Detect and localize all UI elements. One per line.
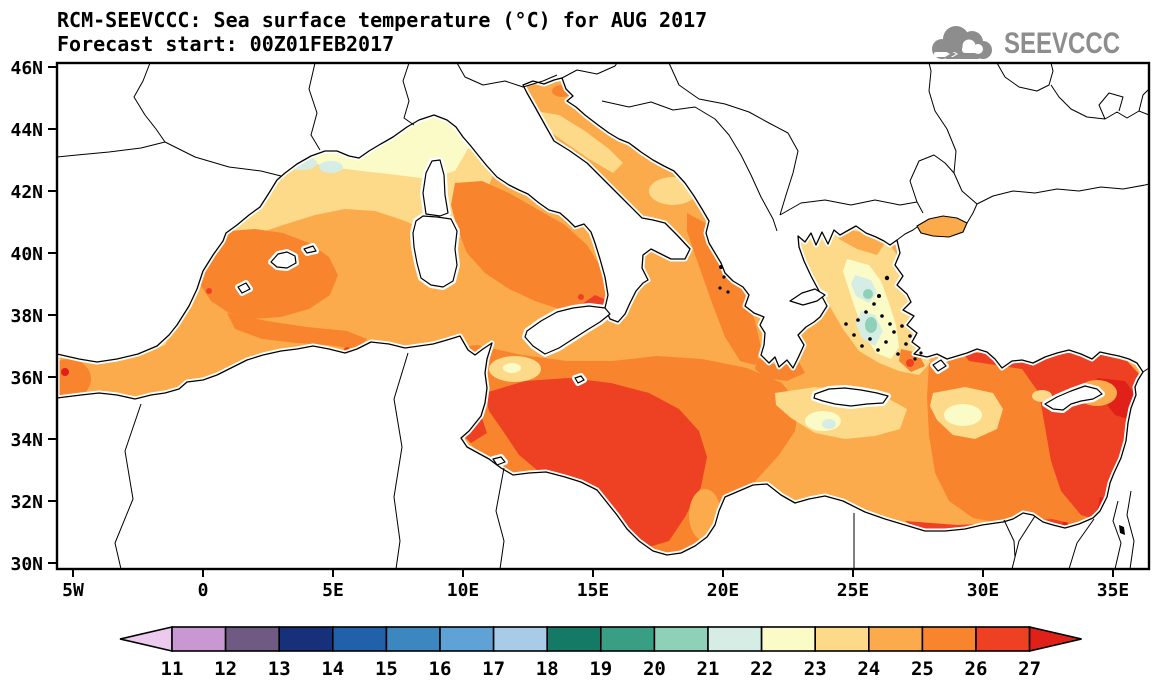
colorbar-segment <box>922 627 976 651</box>
x-tick-label: 5E <box>322 580 344 601</box>
colorbar-segment <box>976 627 1030 651</box>
colorbar-segment <box>440 627 494 651</box>
sst-speck-tyrrhenian-red <box>578 294 584 300</box>
colorbar-segment <box>333 627 387 651</box>
colorbar-segment <box>654 627 708 651</box>
y-tick-label: 36N <box>10 368 43 389</box>
colorbar-label: 19 <box>589 658 612 680</box>
x-tick-label: 30E <box>967 580 1000 601</box>
colorbar-segment <box>815 627 869 651</box>
sst-speck-south-crete-teal <box>822 419 836 429</box>
x-tick-label: 25E <box>837 580 870 601</box>
y-axis: 46N 44N 42N 40N 38N 36N 34N 32N 30N <box>10 58 57 575</box>
figure-canvas: RCM-SEEVCCC: Sea surface temperature (°C… <box>0 0 1165 682</box>
colorbar-label: 16 <box>429 658 452 680</box>
colorbar-label: 15 <box>375 658 398 680</box>
sst-speck-gibraltar-red <box>61 368 69 376</box>
y-tick-label: 46N <box>10 58 43 79</box>
x-axis: 5W 0 5E 10E 15E 20E 25E 30E 35E <box>62 569 1129 601</box>
colorbar-over-arrow <box>1030 627 1082 651</box>
y-tick-label: 44N <box>10 120 43 141</box>
colorbar-label: 18 <box>536 658 559 680</box>
x-tick-label: 35E <box>1097 580 1130 601</box>
y-tick-label: 34N <box>10 430 43 451</box>
colorbar-segment <box>547 627 601 651</box>
figure-subtitle: Forecast start: 00Z01FEB2017 <box>57 32 707 56</box>
colorbar-under-arrow <box>120 627 172 651</box>
colorbar-segment <box>601 627 655 651</box>
figure-title: RCM-SEEVCCC: Sea surface temperature (°C… <box>57 8 707 32</box>
sst-region-sw-cyprus-core <box>944 404 982 426</box>
colorbar-label: 23 <box>804 658 827 680</box>
colorbar-label: 12 <box>214 658 237 680</box>
sst-speck-aegean-teal-2 <box>863 289 873 299</box>
colorbar-segment <box>172 627 226 651</box>
x-tick-label: 20E <box>707 580 740 601</box>
sst-speck-thessaloniki-red <box>790 232 796 238</box>
colorbar-label: 20 <box>643 658 666 680</box>
colorbar-label: 24 <box>857 658 880 680</box>
colorbar-segment <box>708 627 762 651</box>
sst-speck-rhodes-red <box>906 359 914 367</box>
colorbar-segment <box>869 627 923 651</box>
y-tick-label: 32N <box>10 492 43 513</box>
colorbar-label: 25 <box>911 658 934 680</box>
seevccc-logo: SEEVCCC <box>922 22 1149 66</box>
colorbar-label: 11 <box>161 658 184 680</box>
sst-region-south-crete-core <box>805 411 841 431</box>
sst-speck-lion-teal-2 <box>319 161 343 173</box>
cloud-logo-icon <box>922 22 1000 66</box>
sst-speck-sicily-channel <box>503 363 521 373</box>
colorbar-label: 14 <box>321 658 344 680</box>
x-tick-label: 10E <box>447 580 480 601</box>
colorbar-label: 22 <box>750 658 773 680</box>
logo-text: SEEVCCC <box>1004 27 1120 61</box>
x-tick-label: 15E <box>577 580 610 601</box>
x-tick-label: 0 <box>198 580 209 601</box>
figure-header: RCM-SEEVCCC: Sea surface temperature (°C… <box>57 8 707 56</box>
dead-sea <box>1119 525 1125 535</box>
sst-map-plot: 5W 0 5E 10E 15E 20E 25E 30E 35E 46N 44N 42N 40N 38N 3… <box>0 0 1165 682</box>
colorbar-label: 21 <box>697 658 720 680</box>
sst-speck-aegean-teal-1 <box>865 317 877 333</box>
y-tick-label: 42N <box>10 182 43 203</box>
colorbar-label: 27 <box>1018 658 1041 680</box>
colorbar-segment <box>226 627 280 651</box>
colorbar-label: 13 <box>268 658 291 680</box>
sst-speck-spain-coast-2 <box>206 288 212 294</box>
colorbar-label: 17 <box>482 658 505 680</box>
colorbar-segment <box>494 627 548 651</box>
colorbar-segment <box>762 627 816 651</box>
colorbar-segment <box>279 627 333 651</box>
colorbar-label: 26 <box>965 658 988 680</box>
colorbar-segment <box>386 627 440 651</box>
colorbar: 11 12 13 14 15 16 17 18 19 20 21 22 23 24 25 26 27 <box>120 627 1082 680</box>
y-tick-label: 38N <box>10 306 43 327</box>
x-tick-label: 5W <box>62 580 84 601</box>
y-tick-label: 40N <box>10 244 43 265</box>
y-tick-label: 30N <box>10 554 43 575</box>
